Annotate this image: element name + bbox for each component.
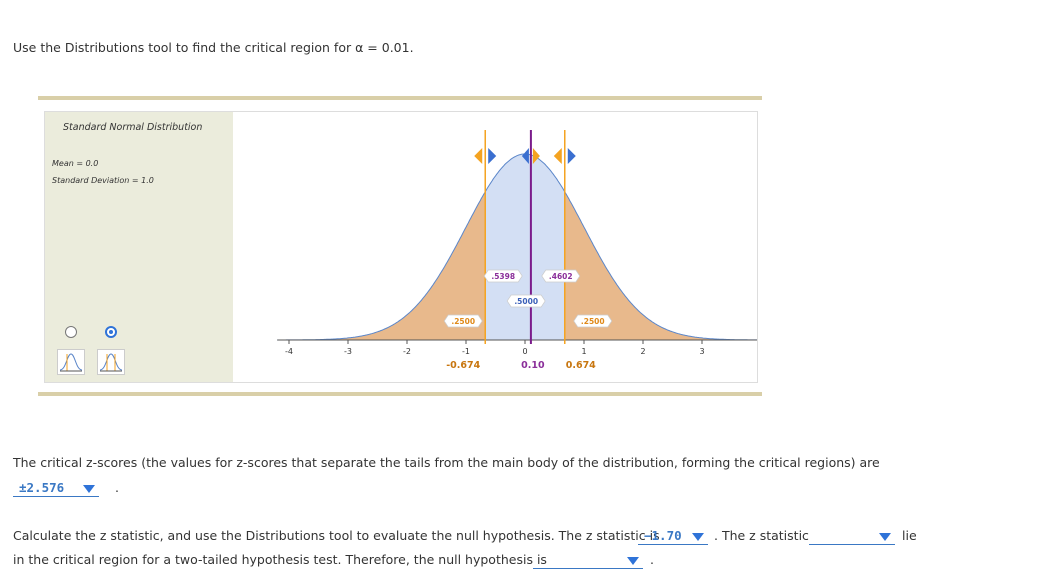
- right-inner-area-label: .4602: [549, 272, 573, 281]
- center-handle-value: 0.10: [521, 360, 545, 371]
- right-tail-area: [564, 191, 757, 340]
- right-tail-area-label-badge: [573, 314, 613, 328]
- question-prompt: Use the Distributions tool to find the c…: [13, 40, 414, 55]
- two-tail-icon[interactable]: [97, 349, 125, 375]
- zstat-text-d: in the critical region for a two-tailed …: [13, 552, 547, 567]
- axis-tick-label: -2: [403, 347, 411, 356]
- z-statistic-value: −1.70: [644, 528, 682, 543]
- critical-z-dropdown[interactable]: ±2.576: [13, 480, 99, 497]
- right-inner-area-label-badge: [541, 269, 581, 283]
- left-handle-right-arrow-icon[interactable]: [488, 148, 497, 164]
- two-tail-radio[interactable]: [105, 326, 117, 338]
- axis-tick-label: -4: [285, 347, 293, 356]
- distribution-title: Standard Normal Distribution: [63, 122, 203, 133]
- center-area-label: .5000: [514, 297, 538, 306]
- body-area: [485, 154, 565, 340]
- axis-tick-label: 1: [581, 347, 586, 356]
- axis-tick-label: -1: [462, 347, 470, 356]
- bottom-divider: [38, 392, 762, 396]
- zstat-period: .: [650, 552, 654, 567]
- null-hypothesis-dropdown[interactable]: [533, 552, 643, 569]
- left-handle-left-arrow-icon[interactable]: [474, 148, 483, 164]
- sd-label: Standard Deviation = 1.0: [52, 176, 154, 185]
- one-tail-icon[interactable]: [57, 349, 85, 375]
- right-handle-value: 0.674: [566, 360, 596, 371]
- axis-tick-label: -3: [344, 347, 352, 356]
- left-inner-area-label: .5398: [491, 272, 515, 281]
- center-handle-right-arrow-icon[interactable]: [532, 148, 540, 164]
- chevron-down-icon: [879, 533, 891, 541]
- center-handle-left-arrow-icon[interactable]: [521, 148, 529, 164]
- right-handle-right-arrow-icon[interactable]: [567, 148, 576, 164]
- zstat-text-b: . The z statistic: [714, 528, 809, 543]
- right-handle-left-arrow-icon[interactable]: [553, 148, 562, 164]
- zstat-text-c: lie: [902, 528, 917, 543]
- axis-tick-label: 0: [522, 347, 527, 356]
- center-area-label-badge: [506, 294, 546, 308]
- chevron-down-icon: [692, 533, 704, 541]
- zstat-prompt: Calculate the z statistic, and use the D…: [13, 528, 660, 543]
- top-divider: [38, 96, 762, 100]
- one-tail-radio[interactable]: [65, 326, 77, 338]
- right-tail-area-label: .2500: [581, 317, 605, 326]
- chevron-down-icon: [83, 485, 95, 493]
- distributions-tool: Standard Normal Distribution Mean = 0.0 …: [44, 111, 758, 383]
- left-tail-area: [277, 191, 486, 340]
- lies-in-region-dropdown[interactable]: [809, 528, 895, 545]
- left-handle-value: -0.674: [446, 360, 480, 371]
- axis-tick-label: 3: [699, 347, 704, 356]
- mean-label: Mean = 0.0: [52, 159, 99, 168]
- left-inner-area-label-badge: [483, 269, 523, 283]
- left-tail-area-label: .2500: [451, 317, 475, 326]
- axis-tick-label: 2: [640, 347, 645, 356]
- critical-period: .: [115, 480, 119, 495]
- chevron-down-icon: [627, 557, 639, 565]
- normal-distribution-plot[interactable]: -4-3-2-101234 .5398.4602.5000.2500.2500 …: [233, 112, 757, 382]
- distributions-tool-frame: Standard Normal Distribution Mean = 0.0 …: [38, 96, 762, 396]
- left-tail-area-label-badge: [443, 314, 483, 328]
- z-statistic-dropdown[interactable]: −1.70: [638, 528, 708, 545]
- critical-z-prompt: The critical z-scores (the values for z-…: [13, 455, 880, 470]
- distribution-settings-panel: Standard Normal Distribution Mean = 0.0 …: [45, 112, 233, 382]
- critical-z-value: ±2.576: [19, 480, 65, 495]
